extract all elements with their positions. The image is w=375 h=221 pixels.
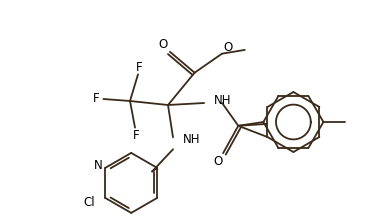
Text: Cl: Cl bbox=[83, 196, 95, 210]
Text: O: O bbox=[224, 41, 232, 54]
Text: N: N bbox=[94, 159, 103, 172]
Text: NH: NH bbox=[214, 95, 232, 107]
Text: O: O bbox=[158, 38, 168, 51]
Text: O: O bbox=[213, 155, 223, 168]
Text: F: F bbox=[136, 61, 142, 74]
Text: NH: NH bbox=[183, 133, 201, 146]
Text: F: F bbox=[93, 91, 100, 105]
Text: F: F bbox=[133, 129, 140, 142]
